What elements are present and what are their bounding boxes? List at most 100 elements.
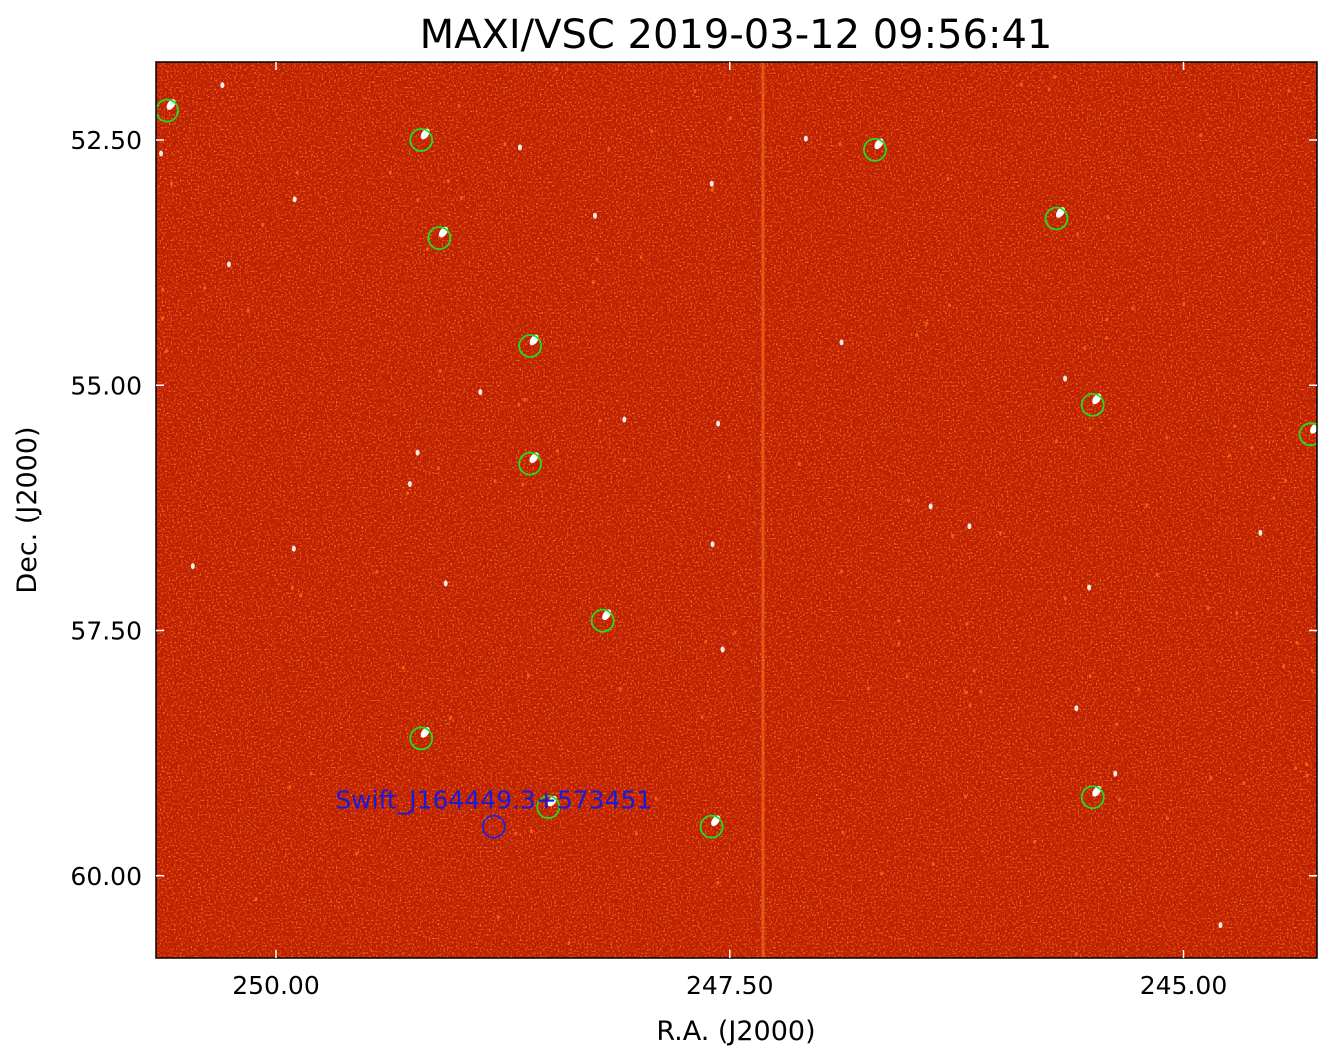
faint-source [407, 481, 412, 488]
x-axis-label: R.A. (J2000) [656, 1016, 815, 1047]
faint-source [906, 498, 910, 503]
faint-source [866, 686, 870, 691]
x-tick-label: 245.00 [1140, 971, 1227, 1000]
faint-source [226, 261, 231, 268]
faint-source [709, 180, 714, 187]
faint-source [896, 618, 900, 623]
faint-source [1250, 445, 1254, 450]
faint-source [1033, 839, 1037, 844]
faint-source [457, 103, 461, 108]
faint-source [517, 402, 521, 407]
faint-source [436, 466, 440, 471]
faint-source [1063, 596, 1067, 601]
faint-source [425, 247, 429, 252]
faint-source [965, 621, 969, 626]
faint-source [1218, 922, 1223, 929]
faint-source [1106, 214, 1110, 219]
faint-source [650, 129, 654, 134]
faint-source [654, 796, 658, 801]
faint-source [448, 716, 452, 721]
faint-source [190, 563, 195, 570]
faint-source [716, 880, 720, 885]
catalog-source-circle [518, 451, 542, 476]
catalog-source-circle [699, 814, 724, 839]
faint-source [1295, 640, 1299, 645]
faint-source [1209, 775, 1213, 780]
faint-source [489, 796, 493, 801]
y-axis-ticks: 52.50 55.00 57.50 60.00 [70, 126, 1317, 891]
faint-source [1088, 426, 1092, 431]
faint-source [841, 830, 845, 835]
faint-source [1199, 133, 1203, 138]
faint-source [1232, 424, 1236, 429]
faint-source [595, 257, 599, 262]
faint-source [388, 170, 392, 175]
faint-source [416, 198, 420, 203]
figure-title: MAXI/VSC 2019-03-12 09:56:41 [420, 12, 1053, 58]
faint-source [529, 828, 533, 833]
faint-source [622, 416, 627, 423]
faint-source [931, 862, 935, 867]
faint-source [443, 580, 448, 587]
y-tick-label: 52.50 [70, 126, 142, 155]
faint-source [1206, 606, 1210, 611]
faint-source [169, 181, 173, 186]
faint-source [1053, 74, 1057, 79]
faint-source [309, 771, 313, 776]
faint-source [591, 280, 595, 285]
faint-source [915, 333, 919, 338]
target-label: Swift_J164449.3+573451 [335, 786, 652, 815]
faint-source [261, 222, 265, 227]
faint-source [716, 420, 721, 427]
faint-source [1047, 87, 1051, 92]
faint-source [634, 831, 638, 836]
faint-source [415, 449, 420, 456]
faint-source [1137, 687, 1141, 692]
faint-source [1117, 797, 1121, 802]
faint-source [254, 897, 258, 902]
faint-source [905, 674, 909, 679]
faint-source [948, 303, 952, 308]
catalog-source-circle [863, 137, 887, 162]
catalog-source-circle [1044, 206, 1069, 231]
faint-source [295, 170, 299, 175]
faint-source [598, 418, 602, 423]
faint-source [1019, 82, 1023, 87]
faint-source [1076, 232, 1080, 237]
faint-source [1113, 770, 1118, 777]
faint-source [246, 308, 250, 313]
faint-source [1063, 375, 1068, 382]
faint-source [459, 195, 463, 200]
catalog-source-circle [536, 795, 561, 819]
faint-source [1145, 503, 1149, 508]
faint-source [592, 212, 597, 219]
catalog-source-circle [1080, 785, 1105, 810]
plot-frame [155, 61, 1318, 959]
faint-source [946, 176, 950, 181]
faint-source [517, 144, 522, 151]
faint-source [1155, 572, 1159, 577]
y-tick-label: 57.50 [70, 617, 142, 646]
faint-source [1182, 301, 1186, 306]
source-blob [110, 294, 123, 308]
faint-source [797, 462, 801, 467]
faint-source [928, 503, 933, 510]
faint-source [1054, 439, 1058, 444]
faint-source [950, 533, 954, 538]
faint-source [521, 482, 525, 487]
faint-source [1284, 478, 1288, 483]
y-tick-label: 60.00 [70, 862, 142, 891]
faint-source [514, 831, 518, 836]
faint-source [1310, 668, 1314, 673]
faint-source [1282, 664, 1286, 669]
target-markers-layer: Mrk_501Swift_J164449.3+573451 [335, 786, 652, 839]
faint-source [290, 586, 294, 591]
faint-source [720, 646, 725, 653]
faint-source [1087, 584, 1092, 591]
faint-source [618, 686, 622, 691]
y-axis-label: Dec. (J2000) [12, 426, 43, 593]
faint-source [292, 196, 297, 203]
faint-source [446, 179, 450, 184]
y-tick-label: 55.00 [70, 371, 142, 400]
